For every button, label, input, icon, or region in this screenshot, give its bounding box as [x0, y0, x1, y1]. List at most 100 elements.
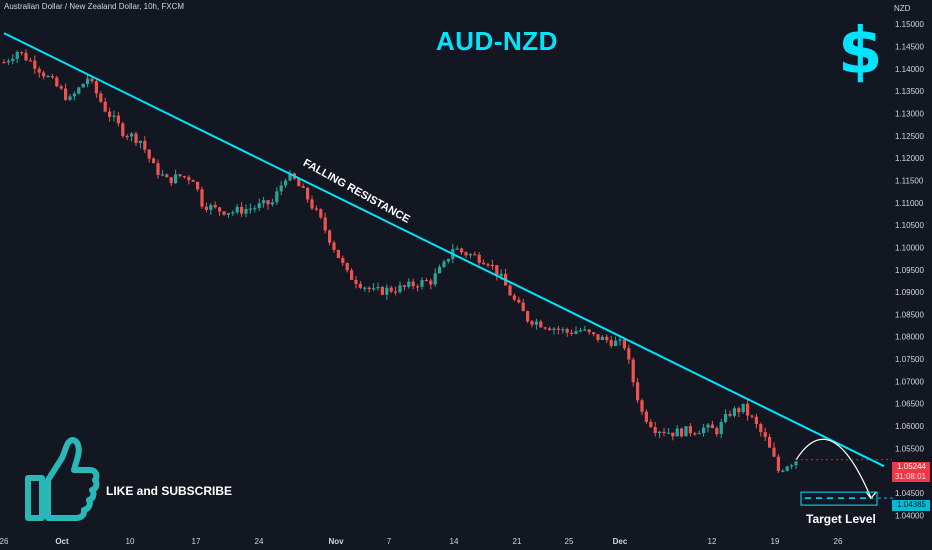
- price-tick-label: 1.10500: [895, 221, 924, 230]
- candle-body: [482, 262, 486, 265]
- trendline-label: FALLING RESISTANCE: [301, 157, 412, 226]
- candle-body: [323, 217, 327, 231]
- candle-body: [143, 140, 147, 150]
- candle-body: [411, 281, 415, 287]
- candle-body: [640, 400, 644, 412]
- time-tick-label: 17: [192, 537, 201, 546]
- price-tick-label: 1.12000: [895, 154, 924, 163]
- candle-body: [37, 68, 41, 73]
- candle-body: [552, 328, 556, 331]
- candle-body: [160, 174, 164, 176]
- candle-body: [693, 433, 697, 435]
- candle-body: [350, 270, 354, 280]
- candle-body: [499, 273, 503, 277]
- candle-body: [680, 428, 684, 437]
- candle-body: [33, 60, 37, 69]
- candle-body: [191, 180, 195, 182]
- candle-body: [442, 261, 446, 267]
- candle-body: [358, 283, 362, 288]
- candle-body: [68, 96, 72, 100]
- candle-body: [565, 329, 569, 333]
- candle-body: [90, 78, 94, 82]
- candle-body: [600, 336, 604, 340]
- target-level-label: Target Level: [806, 512, 876, 526]
- candle-body: [314, 208, 318, 210]
- time-tick-label: Dec: [613, 537, 628, 546]
- candle-body: [433, 273, 437, 285]
- candle-body: [534, 321, 538, 325]
- candle-body: [416, 286, 420, 288]
- candle-body: [301, 186, 305, 188]
- candle-body: [719, 421, 723, 435]
- candle-body: [609, 340, 613, 346]
- candle-body: [539, 321, 543, 328]
- candle-body: [759, 424, 763, 433]
- candle-body: [99, 93, 103, 102]
- candle-body: [424, 280, 428, 282]
- candle-body: [429, 280, 433, 285]
- candle-body: [11, 58, 15, 61]
- price-tick-label: 1.07000: [895, 377, 924, 386]
- candle-body: [394, 291, 398, 293]
- price-tick-label: 1.11500: [895, 176, 924, 185]
- price-tick-label: 1.04500: [895, 489, 924, 498]
- candle-body: [240, 206, 244, 214]
- candle-body: [794, 461, 798, 466]
- candle-body: [354, 279, 358, 284]
- target-price-badge: 1.04385: [892, 500, 930, 511]
- candle-body: [77, 87, 81, 94]
- candle-body: [407, 281, 411, 287]
- projection-arrow: [795, 438, 872, 498]
- candle-body: [310, 199, 314, 209]
- time-tick-label: 19: [771, 537, 780, 546]
- candle-body: [754, 416, 758, 425]
- candle-body: [244, 209, 248, 214]
- candle-body: [728, 413, 732, 416]
- candle-body: [548, 328, 552, 331]
- candle-body: [464, 252, 468, 256]
- candle-body: [675, 428, 679, 437]
- time-tick-label: 14: [450, 537, 459, 546]
- candle-body: [666, 432, 670, 434]
- price-tick-label: 1.11000: [895, 199, 924, 208]
- candle-body: [776, 456, 780, 471]
- candle-body: [473, 254, 477, 256]
- candle-body: [174, 174, 178, 184]
- candle-body: [182, 176, 186, 178]
- price-tick-label: 1.09500: [895, 266, 924, 275]
- candle-body: [50, 76, 54, 78]
- candle-body: [20, 51, 24, 54]
- candle-body: [253, 208, 257, 210]
- candle-body: [64, 88, 68, 100]
- candle-body: [398, 285, 402, 293]
- candle-body: [636, 382, 640, 401]
- candle-body: [336, 249, 340, 259]
- candle-body: [24, 52, 28, 61]
- candle-body: [284, 180, 288, 186]
- candle-body: [741, 403, 745, 413]
- candle-body: [490, 264, 494, 267]
- candle-body: [746, 403, 750, 416]
- candle-body: [658, 431, 662, 434]
- candle-body: [521, 302, 525, 312]
- candle-body: [653, 427, 657, 434]
- candle-body: [226, 213, 230, 215]
- current-price-value: 1.05244: [897, 462, 926, 471]
- candle-body: [204, 206, 208, 210]
- candle-body: [363, 287, 367, 289]
- candle-body: [138, 140, 142, 143]
- candle-body: [763, 432, 767, 437]
- candle-body: [319, 209, 323, 218]
- candle-body: [262, 200, 266, 204]
- price-tick-label: 1.08000: [895, 333, 924, 342]
- candle-body: [380, 286, 384, 295]
- candle-body: [134, 133, 138, 143]
- candle-body: [248, 208, 252, 210]
- candle-body: [543, 327, 547, 329]
- candle-body: [94, 81, 98, 94]
- price-tick-label: 1.13000: [895, 110, 924, 119]
- time-tick-label: 7: [387, 537, 392, 546]
- candle-body: [526, 311, 530, 322]
